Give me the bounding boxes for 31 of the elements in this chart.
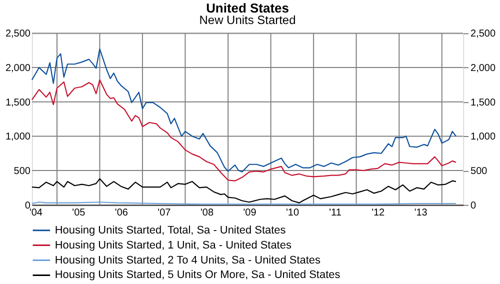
- legend-label: Housing Units Started, 2 To 4 Units, Sa - United States: [54, 254, 322, 266]
- y-tick-label: 1,000: [5, 132, 31, 143]
- chart-subtitle: New Units Started: [199, 13, 296, 28]
- chart-title: United States: [206, 0, 289, 16]
- y2-tick-label: 2,000: [470, 63, 496, 74]
- line-series: [31, 178, 456, 204]
- y2-tick-label: 1,500: [470, 97, 496, 108]
- line-series: [31, 79, 456, 182]
- x-tick-label: '05: [72, 207, 86, 218]
- y2-tick-label: 500: [470, 166, 488, 178]
- line-series: [31, 48, 456, 172]
- x-tick-label: '04: [29, 207, 43, 218]
- x-tick-label: '12: [372, 207, 386, 218]
- y-tick-label: 500: [14, 166, 31, 178]
- legend-label: Housing Units Started, 1 Unit, Sa - United States: [54, 239, 292, 252]
- legend-label: Housing Units Started, 5 Units Or More, Sa - United States: [54, 269, 341, 282]
- y-tick-label: 2,000: [5, 63, 31, 74]
- y2-tick-label: 1,000: [470, 132, 496, 143]
- x-tick-label: '07: [158, 207, 172, 218]
- x-tick-label: '08: [200, 207, 214, 218]
- x-tick-label: '13: [414, 207, 428, 218]
- y2-tick-label: 2,500: [470, 28, 496, 40]
- x-tick-label: '06: [114, 207, 128, 218]
- legend-label: Housing Units Started, Total, Sa - United States: [54, 224, 286, 236]
- x-tick-label: '10: [286, 207, 300, 218]
- y-tick-label: 1,500: [5, 97, 31, 108]
- x-tick-label: '11: [329, 207, 342, 218]
- x-tick-label: '09: [243, 207, 257, 218]
- y2-tick-label: 0: [470, 200, 477, 212]
- y-tick-label: 0: [24, 200, 31, 212]
- y-tick-label: 2,500: [5, 28, 31, 40]
